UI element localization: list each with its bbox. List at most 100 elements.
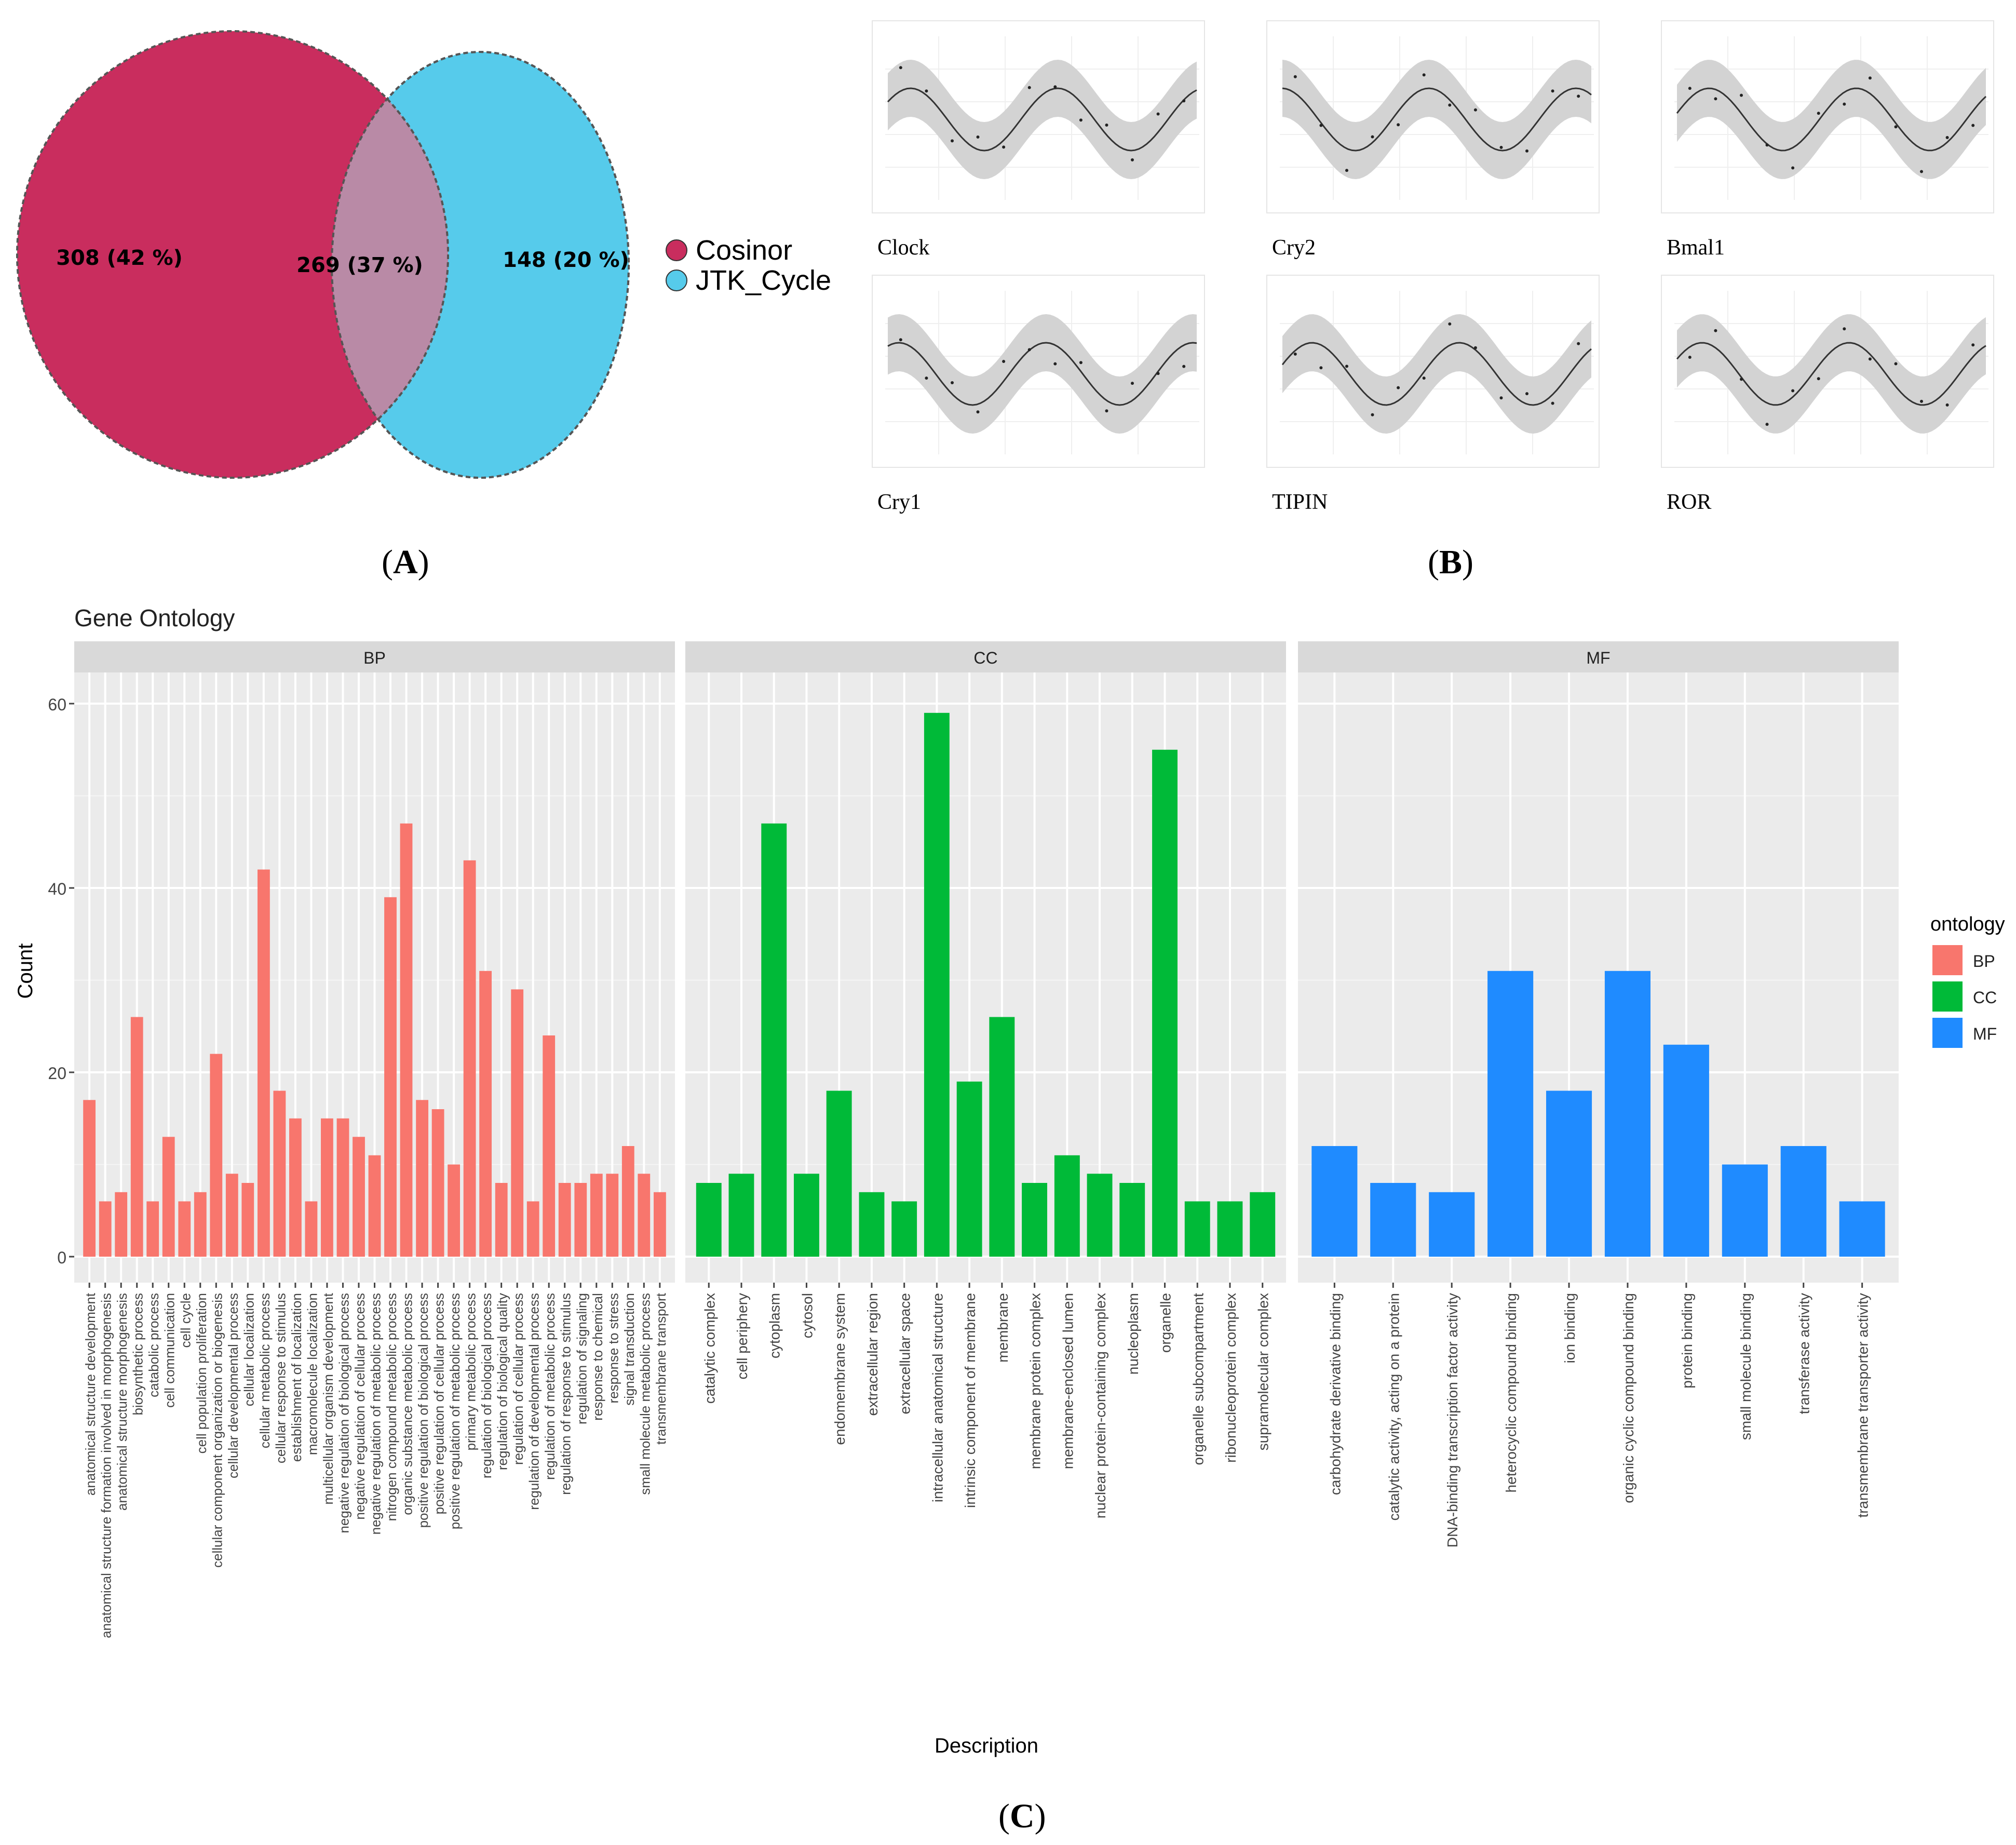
bar-bp-2	[115, 1192, 128, 1257]
cosinor-plot-tipin: TIPIN	[1266, 275, 1600, 514]
bar-cc-17	[1250, 1192, 1276, 1257]
bar-mf-9	[1839, 1201, 1885, 1257]
cosinor-plot-ror: ROR	[1661, 275, 1994, 514]
legend-label-jtk: JTK_Cycle	[696, 265, 831, 296]
panel-label-b: (B)	[1428, 543, 1473, 581]
bar-bp-4	[146, 1201, 159, 1257]
fit-line	[887, 87, 1197, 152]
bar-bp-21	[416, 1100, 428, 1257]
x-tick-label: extracellular region	[864, 1293, 881, 1416]
legend-label-bp: BP	[1973, 952, 1995, 971]
sample-point	[1551, 401, 1554, 405]
x-tick-label: negative regulation of biological proces…	[336, 1293, 352, 1533]
x-tick-label: ion binding	[1562, 1293, 1578, 1363]
x-tick-label: cellular response to stimulus	[273, 1293, 288, 1463]
sample-point	[1945, 136, 1949, 139]
sample-point	[1105, 123, 1108, 127]
x-tick-label: DNA-binding transcription factor activit…	[1444, 1293, 1460, 1547]
legend-label-cc: CC	[1973, 988, 1997, 1007]
sample-point	[1319, 124, 1323, 127]
y-tick-label: 0	[57, 1248, 66, 1267]
gene-label-clock: Clock	[877, 236, 929, 260]
cosinor-plot-cry2: Cry2	[1266, 20, 1600, 260]
sample-point	[925, 89, 928, 93]
sample-point	[1499, 145, 1503, 149]
bar-cc-10	[1022, 1183, 1047, 1257]
bar-cc-11	[1054, 1155, 1080, 1257]
x-tick-label: cellular component organization or bioge…	[209, 1293, 225, 1568]
x-tick-label: organic substance metabolic process	[400, 1293, 415, 1515]
x-tick-label: cellular developmental process	[225, 1293, 241, 1478]
sample-point	[1448, 322, 1452, 326]
sample-point	[1156, 372, 1160, 375]
sample-point	[1293, 352, 1297, 356]
confidence-band	[1282, 314, 1591, 434]
sample-point	[1182, 365, 1186, 368]
sample-point	[1079, 118, 1083, 122]
venn-label-cosinor: 308 (42 %)	[56, 246, 183, 270]
sample-point	[1525, 149, 1528, 153]
bar-cc-15	[1184, 1201, 1210, 1257]
legend-title: ontology	[1930, 913, 2005, 935]
sample-point	[1156, 112, 1160, 116]
x-tick-label: nucleoplasm	[1125, 1293, 1141, 1375]
sample-point	[1397, 386, 1400, 389]
x-tick-label: cellular localization	[241, 1293, 256, 1406]
bar-bp-1	[99, 1201, 112, 1257]
sample-point	[1397, 123, 1400, 127]
sample-point	[1577, 95, 1580, 98]
sample-point	[1714, 329, 1717, 332]
x-tick-label: membrane protein complex	[1027, 1293, 1044, 1469]
bar-cc-7	[924, 712, 950, 1257]
x-tick-label: membrane	[995, 1293, 1011, 1363]
x-tick-label: anatomical structure morphogenesis	[114, 1293, 130, 1511]
bar-bp-15	[321, 1118, 333, 1257]
x-tick-label: organelle	[1158, 1293, 1174, 1353]
bar-bp-19	[384, 897, 397, 1257]
bar-cc-9	[989, 1017, 1015, 1257]
bar-bp-6	[178, 1201, 191, 1257]
sample-point	[1791, 166, 1795, 170]
bar-bp-13	[289, 1118, 302, 1257]
x-tick-label: cell periphery	[734, 1293, 750, 1380]
bar-bp-36	[654, 1192, 666, 1257]
sample-point	[1027, 86, 1031, 89]
bar-cc-1	[728, 1174, 754, 1257]
go-title: Gene Ontology	[74, 604, 235, 631]
x-tick-label: extracellular space	[897, 1293, 913, 1414]
x-tick-label: organic cyclic compound binding	[1620, 1293, 1636, 1503]
sample-point	[1740, 378, 1743, 381]
bar-bp-31	[574, 1183, 587, 1257]
bar-bp-0	[83, 1100, 96, 1257]
bar-bp-7	[194, 1192, 207, 1257]
sample-point	[1053, 362, 1057, 366]
legend-label-mf: MF	[1973, 1025, 1997, 1043]
cosinor-plot-cry1: Cry1	[872, 275, 1205, 514]
sample-point	[1319, 366, 1323, 370]
x-tick-label: cell cycle	[178, 1293, 193, 1348]
sample-point	[1551, 89, 1554, 93]
bar-bp-23	[448, 1164, 460, 1257]
x-tick-label: positive regulation of metabolic process	[447, 1293, 463, 1529]
legend-label-cosinor: Cosinor	[696, 235, 792, 266]
x-tick-label: regulation of response to stimulus	[558, 1293, 574, 1495]
sample-point	[1473, 346, 1477, 349]
x-tick-label: catabolic process	[146, 1293, 161, 1397]
sample-point	[899, 338, 902, 342]
fit-line	[1282, 87, 1592, 152]
facet-strip-label: BP	[363, 649, 386, 667]
bar-mf-2	[1429, 1192, 1475, 1257]
sample-point	[1422, 376, 1426, 380]
x-tick-label: protein binding	[1679, 1293, 1695, 1389]
bar-bp-22	[431, 1109, 444, 1257]
sample-point	[1791, 389, 1795, 393]
x-tick-label: response to chemical	[590, 1293, 605, 1421]
sample-point	[1448, 103, 1452, 107]
bar-mf-8	[1780, 1146, 1826, 1257]
x-tick-label: small molecule binding	[1738, 1293, 1754, 1440]
sample-point	[1345, 169, 1348, 172]
go-bar-chart: Gene Ontology Count Description ontology…	[14, 604, 2005, 1757]
venn-label-jtk: 148 (20 %)	[503, 248, 629, 272]
sample-point	[951, 381, 954, 384]
